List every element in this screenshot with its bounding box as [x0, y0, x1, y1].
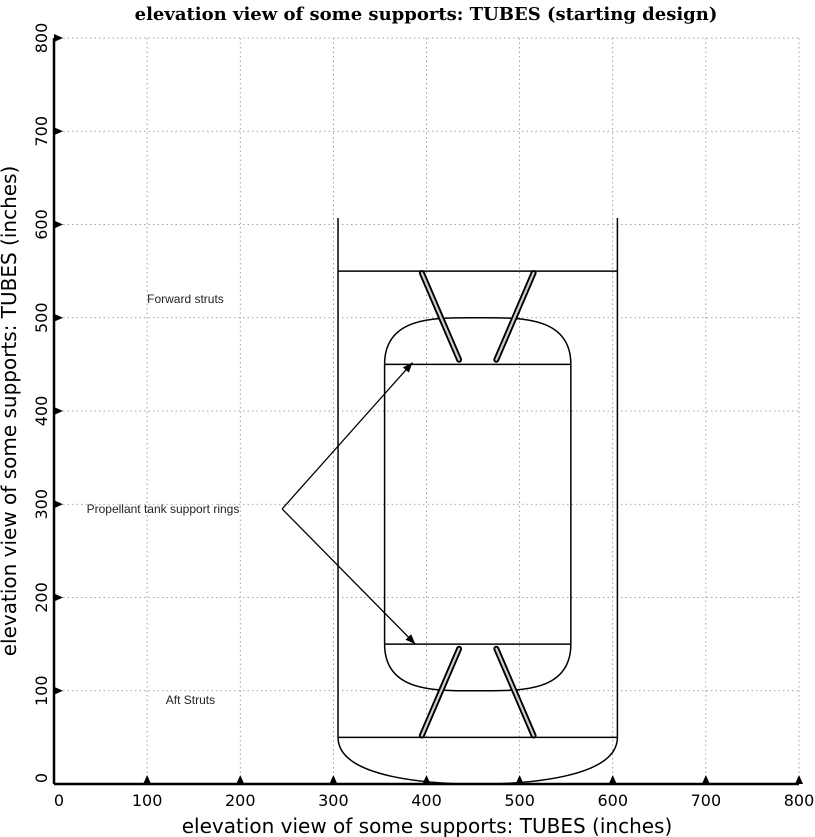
- arrow-head: [405, 634, 416, 645]
- x-tick-mark: [515, 775, 524, 784]
- y-tick-mark: [54, 34, 63, 42]
- x-tick-label: 300: [318, 791, 349, 810]
- x-tick-mark: [701, 775, 710, 784]
- annotation-label: Aft Struts: [166, 693, 215, 707]
- arrow-2: [281, 508, 416, 645]
- y-tick-label: 0: [32, 773, 51, 783]
- y-tick-label: 100: [32, 675, 51, 706]
- arrow-shaft: [281, 508, 416, 645]
- forward-strut-2: [493, 269, 537, 363]
- axis-layer: 0 100 200 300 400 500 600 700 800 0 100 200 300 400 50…: [32, 23, 814, 810]
- annotation-label: Forward struts: [147, 292, 224, 306]
- y-tick-mark: [54, 220, 63, 229]
- y-tick-label: 700: [32, 116, 51, 147]
- x-tick-mark: [329, 775, 338, 784]
- aft-strut-1-bore: [420, 647, 461, 737]
- x-tick-label: 500: [504, 791, 535, 810]
- chart-title: elevation view of some supports: TUBES (…: [135, 4, 718, 25]
- y-tick-mark: [54, 593, 63, 602]
- x-tick-label: 800: [784, 791, 815, 810]
- y-tick-label: 200: [32, 582, 51, 613]
- aft-strut-2: [493, 645, 537, 739]
- x-tick-mark: [608, 775, 617, 784]
- y-axis-label: elevation view of some supports: TUBES (…: [0, 166, 21, 657]
- x-tick-mark: [143, 775, 152, 784]
- tank-lower-dome: [383, 644, 572, 692]
- x-tick-label: 400: [411, 791, 442, 810]
- x-tick-mark: [422, 775, 431, 784]
- y-tick-mark: [54, 313, 63, 322]
- y-tick-label: 500: [32, 302, 51, 333]
- y-tick-mark: [54, 407, 63, 415]
- annotation-layer: Forward struts Propellant tank support ri…: [87, 292, 416, 707]
- forward-strut-2-bore: [495, 271, 535, 361]
- y-tick-label: 400: [32, 396, 51, 427]
- arrow-1: [281, 362, 414, 510]
- y-tick-label: 800: [32, 23, 51, 54]
- arrow-head: [402, 362, 413, 373]
- aft-strut-2-bore: [495, 647, 535, 737]
- y-tick-mark: [54, 500, 63, 509]
- x-axis-label: elevation view of some supports: TUBES (…: [182, 814, 673, 837]
- forward-strut-1: [418, 269, 463, 363]
- aft-dome: [337, 737, 619, 785]
- y-tick-mark: [54, 127, 63, 136]
- tank-upper-dome: [383, 316, 572, 365]
- annotation-label: Propellant tank support rings: [87, 502, 240, 516]
- x-tick-label: 700: [691, 791, 722, 810]
- y-tick-mark: [54, 686, 63, 695]
- x-tick-label: 600: [597, 791, 628, 810]
- y-tick-label: 300: [32, 489, 51, 520]
- arrow-shaft: [281, 362, 414, 510]
- drawing-layer: [337, 217, 619, 785]
- aft-strut-1: [418, 645, 463, 739]
- x-tick-label: 100: [132, 791, 163, 810]
- x-tick-label: 200: [225, 791, 256, 810]
- x-tick-mark: [236, 775, 245, 784]
- forward-strut-1-bore: [420, 271, 461, 361]
- grid-layer: [54, 37, 800, 784]
- y-tick-label: 600: [32, 209, 51, 240]
- x-tick-label: 0: [54, 791, 64, 810]
- x-tick-mark: [795, 775, 803, 784]
